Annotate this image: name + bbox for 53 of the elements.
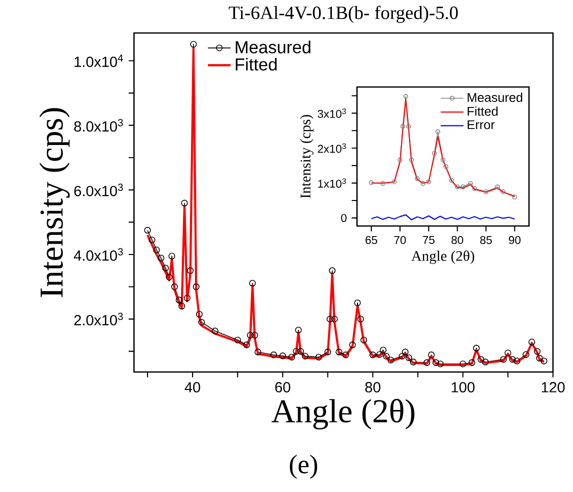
point bbox=[449, 178, 454, 183]
x-tick-label: 80 bbox=[452, 236, 464, 244]
text: (e) bbox=[290, 454, 318, 479]
legend-label: Measured bbox=[236, 40, 310, 54]
y-tick-label: 2x10$^{3}$ bbox=[318, 143, 346, 153]
chart-title: Ti-6Al-4V-0.1B(b- forged)-5.0 bbox=[228, 6, 458, 23]
point bbox=[400, 124, 406, 129]
x-tick-label: 90 bbox=[508, 236, 521, 244]
point bbox=[460, 184, 466, 190]
legend-label: Measured bbox=[468, 92, 522, 102]
y-tick-label: 2.0x10$^{3}$ bbox=[74, 312, 123, 326]
y-tick-label: 3x10$^{3}$ bbox=[318, 108, 346, 118]
x-tick-label: 120 bbox=[542, 382, 565, 392]
legend-label: Fitted bbox=[236, 58, 277, 71]
point bbox=[468, 180, 473, 186]
point bbox=[392, 179, 397, 184]
point bbox=[420, 180, 426, 186]
point bbox=[454, 184, 460, 190]
point bbox=[414, 176, 420, 181]
y-tick-label: 6.0x10$^{3}$ bbox=[74, 184, 123, 196]
y-tick-label: 0 bbox=[341, 214, 347, 222]
x-tick-label: 40 bbox=[184, 382, 200, 392]
y-tick-label: 1x10$^{3}$ bbox=[318, 178, 346, 188]
point bbox=[409, 158, 414, 162]
x-tick-label: 60 bbox=[275, 382, 290, 392]
point bbox=[472, 186, 477, 192]
x-tick-label: 65 bbox=[366, 236, 378, 244]
x-tick-label: 70 bbox=[394, 236, 406, 244]
y-tick-label: 4.0x10$^{3}$ bbox=[74, 248, 123, 261]
x-tick-label: 100 bbox=[452, 382, 475, 392]
point bbox=[500, 189, 506, 194]
x-tick-label: 85 bbox=[480, 236, 492, 244]
point bbox=[443, 164, 448, 170]
x-axis-title: Angle (2θ) bbox=[411, 250, 474, 264]
y-tick-label: 1.0x10$^{4}$ bbox=[74, 54, 123, 68]
point bbox=[495, 184, 500, 190]
point bbox=[406, 124, 412, 129]
point bbox=[426, 179, 432, 184]
x-tick-label: 75 bbox=[422, 236, 435, 244]
point bbox=[432, 150, 437, 156]
y-tick-label: 8.0x10$^{3}$ bbox=[74, 119, 123, 132]
point bbox=[484, 189, 488, 194]
point bbox=[398, 158, 402, 162]
y-axis-title: Intensity (cps) bbox=[39, 108, 70, 298]
point bbox=[435, 129, 440, 134]
legend-label: Fitted bbox=[468, 106, 498, 116]
x-tick-label: 80 bbox=[365, 382, 380, 392]
point bbox=[380, 180, 386, 186]
point bbox=[440, 158, 446, 162]
point bbox=[403, 94, 408, 99]
legend-label: Error bbox=[468, 120, 495, 130]
y-axis-title: Intensity (cps) bbox=[300, 114, 314, 198]
x-axis-title: Angle (2θ) bbox=[272, 398, 414, 430]
